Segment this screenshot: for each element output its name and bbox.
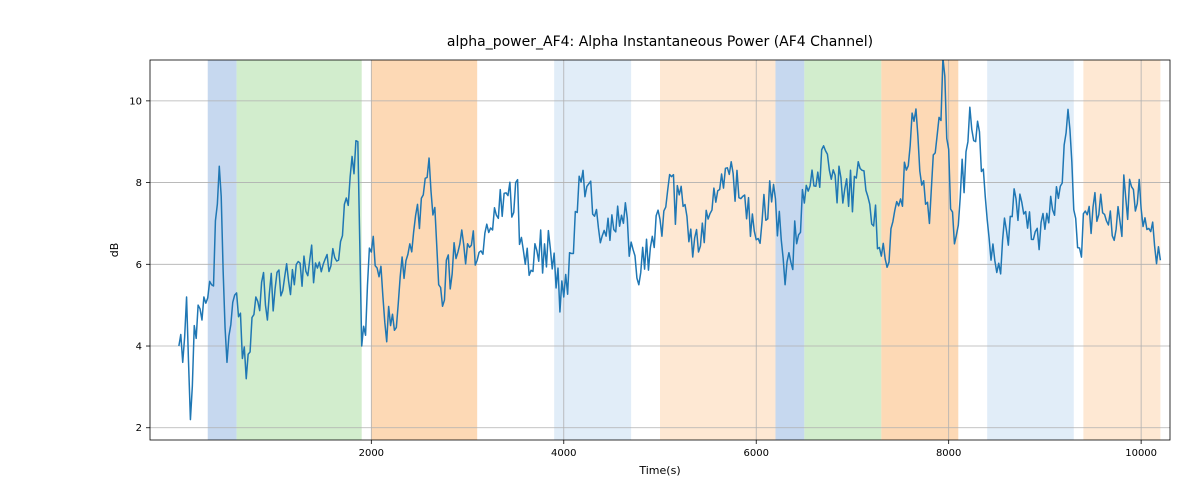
line-chart: 2000 4000 6000 8000 10000 2 4 6 8 10 Time(s) dB alph… [0, 0, 1200, 500]
highlight-band [987, 60, 1074, 440]
ytick-label: 8 [136, 178, 142, 189]
xtick-label: 8000 [936, 448, 961, 459]
xtick-label: 4000 [551, 448, 576, 459]
highlight-band [371, 60, 477, 440]
ytick-label: 10 [129, 96, 142, 107]
ytick-label: 6 [136, 260, 142, 271]
highlight-band [237, 60, 362, 440]
plot-area [150, 58, 1170, 440]
ytick-label: 2 [136, 423, 142, 434]
chart-title: alpha_power_AF4: Alpha Instantaneous Pow… [447, 34, 873, 50]
xtick-label: 10000 [1125, 448, 1157, 459]
y-axis-label: dB [108, 243, 121, 258]
highlight-band [554, 60, 631, 440]
highlight-band [804, 60, 881, 440]
highlight-band [1083, 60, 1160, 440]
chart-container: 2000 4000 6000 8000 10000 2 4 6 8 10 Time(s) dB alph… [0, 0, 1200, 500]
x-axis-label: Time(s) [638, 464, 680, 477]
highlight-band [660, 60, 775, 440]
xtick-label: 2000 [359, 448, 384, 459]
highlight-band [775, 60, 804, 440]
ytick-label: 4 [136, 342, 142, 353]
xtick-label: 6000 [743, 448, 768, 459]
